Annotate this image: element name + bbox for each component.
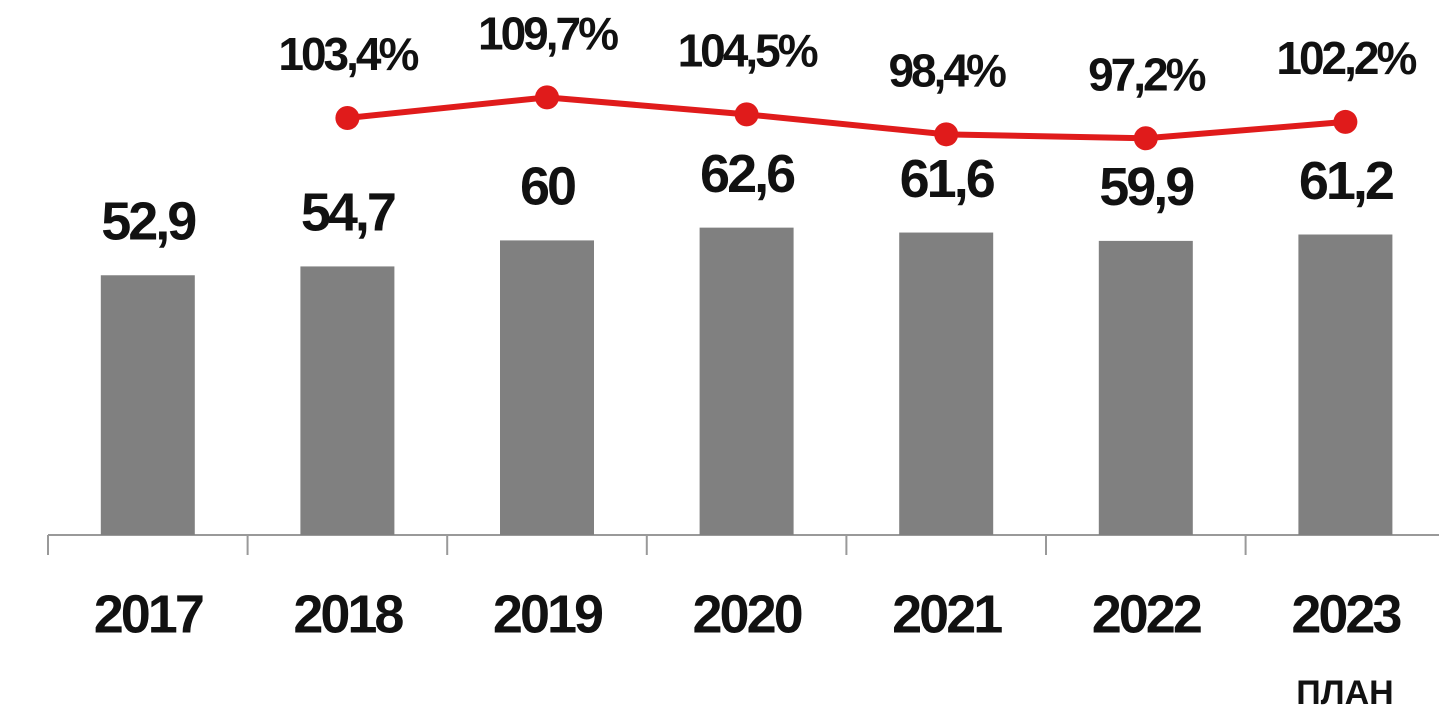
line	[347, 94, 1346, 142]
data-label: 103,4%	[278, 28, 418, 80]
point	[535, 85, 559, 110]
data-label: 61,2	[1299, 151, 1393, 211]
x-tick-label: 2017	[94, 584, 203, 644]
data-label: 52,9	[101, 192, 196, 252]
data-label: 109,7%	[478, 8, 618, 60]
data-label: 59,9	[1099, 157, 1194, 217]
bar	[1098, 240, 1193, 536]
data-label: 97,2%	[1088, 48, 1206, 100]
x-tick-label: 2021	[892, 584, 1002, 644]
bar	[100, 275, 195, 535]
data-label: 54,7	[301, 183, 395, 243]
x-tick-label: 2019	[493, 584, 603, 644]
bar	[899, 232, 994, 535]
bar	[699, 227, 794, 535]
point	[1333, 109, 1358, 134]
data-label: 102,2%	[1276, 32, 1416, 84]
bar	[1298, 234, 1393, 535]
data-label: 61,6	[900, 149, 995, 209]
data-label: 104,5%	[678, 25, 818, 77]
data-label: 62,6	[700, 144, 795, 204]
x-tick-label: 2023	[1291, 584, 1401, 644]
x-tick-label: 2022	[1092, 584, 1201, 644]
bar	[300, 266, 395, 535]
point	[1133, 126, 1158, 151]
data-label: 98,4%	[888, 45, 1006, 97]
annotation: ПЛАН	[1296, 674, 1393, 712]
x-tick-label: 2018	[293, 584, 403, 644]
point	[734, 102, 759, 127]
point	[934, 122, 959, 147]
x-tick-label: 2020	[693, 584, 802, 644]
data-label: 60	[520, 157, 575, 217]
bar	[500, 240, 594, 535]
point	[335, 105, 360, 130]
